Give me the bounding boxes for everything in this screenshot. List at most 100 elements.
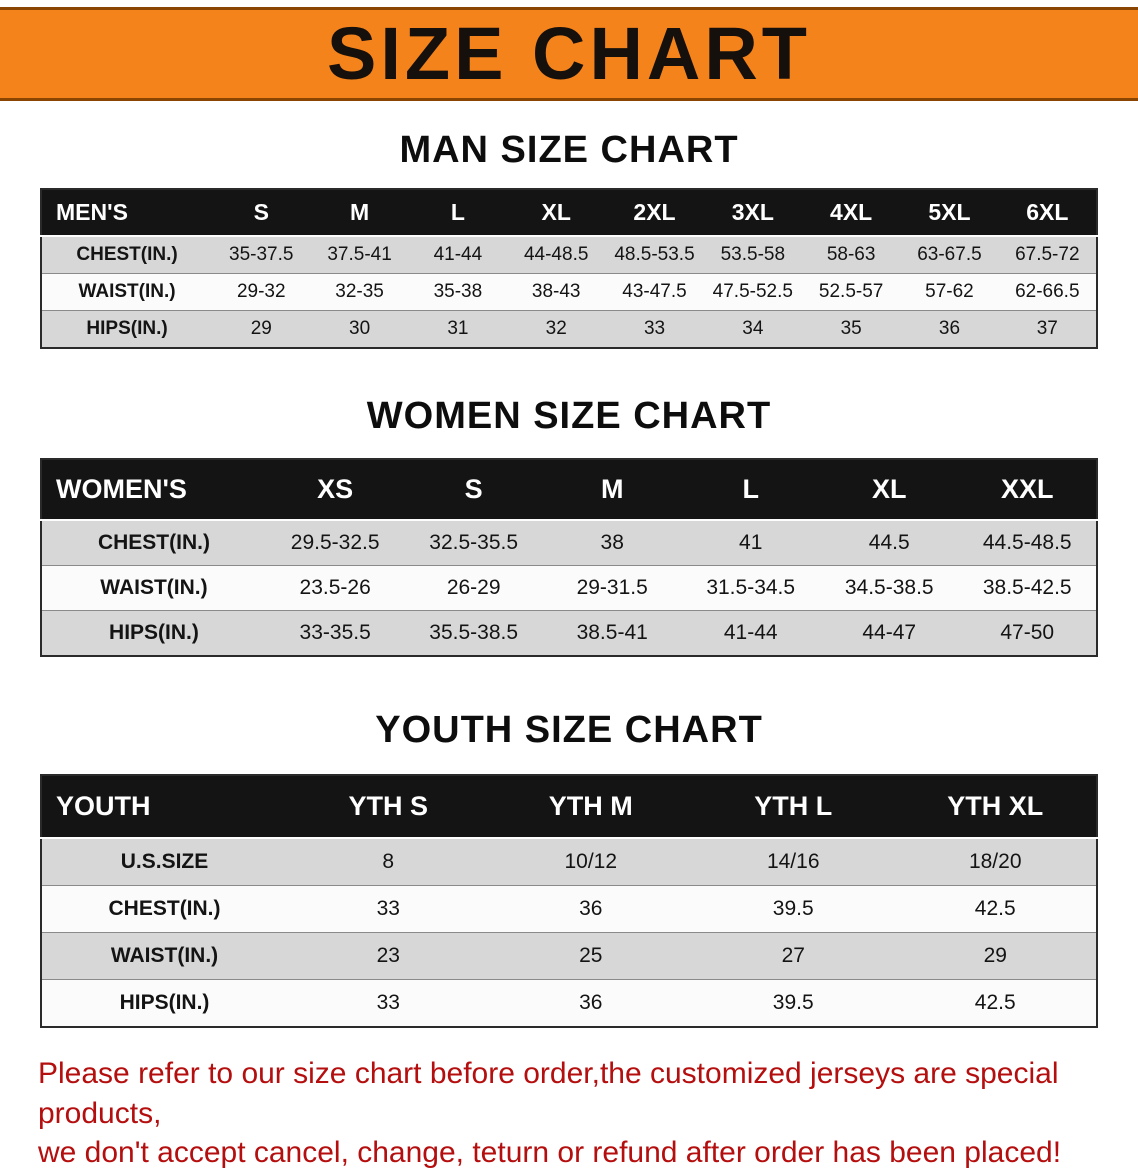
row-label: HIPS(IN.) <box>119 991 210 1014</box>
size-column-header: YTH L <box>692 775 895 839</box>
table-row: WAIST(IN.) 23.5-26 26-29 29-31.5 31.5-34.5 34… <box>41 565 1097 611</box>
table-row: CHEST(IN.) 29.5-32.5 32.5-35.5 38 41 44.5 44.5… <box>41 520 1097 566</box>
size-column-header: XXL <box>958 459 1097 521</box>
size-value-cell: 43-47.5 <box>622 281 687 302</box>
size-value-cell: 38.5-41 <box>576 621 648 644</box>
size-column-header: YTH M <box>489 775 692 839</box>
size-column-header: XL <box>507 189 606 237</box>
size-value-cell: 29.5-32.5 <box>290 531 380 554</box>
size-value-cell: 53.5-58 <box>720 244 786 265</box>
youth-size-chart-section: YOUTH SIZE CHART YOUTH YTH S YTH M YTH L YTH… <box>0 709 1138 1028</box>
table-row: HIPS(IN.) 33 36 39.5 42.5 <box>41 979 1097 1027</box>
size-value-cell: 33 <box>376 991 400 1014</box>
size-value-cell: 39.5 <box>772 897 814 920</box>
size-value-cell: 33 <box>376 897 400 920</box>
size-value-cell: 34 <box>742 318 764 339</box>
size-value-cell: 10/12 <box>564 850 618 873</box>
size-value-cell: 36 <box>579 991 603 1014</box>
mens-size-table: MEN'S S M L XL 2XL 3XL 4XL 5XL 6XL CHEST(IN.) 35-37… <box>40 188 1098 349</box>
women-size-chart-section: WOMEN SIZE CHART WOMEN'S XS S M L XL XXL CHEST(… <box>0 395 1138 657</box>
size-value-cell: 29 <box>983 944 1007 967</box>
size-value-cell: 35-37.5 <box>229 244 294 265</box>
size-value-cell: 47-50 <box>1000 621 1055 644</box>
size-value-cell: 41 <box>739 531 763 554</box>
size-value-cell: 8 <box>382 850 395 873</box>
table-row: CHEST(IN.) 35-37.5 37.5-41 41-44 44-48.5 48.5… <box>41 236 1097 274</box>
size-chart-title: SIZE CHART <box>327 12 811 95</box>
size-column-header: XL <box>819 459 959 521</box>
table-row: HIPS(IN.) 33-35.5 35.5-38.5 38.5-41 41-44 44-… <box>41 610 1097 656</box>
table-row: HIPS(IN.) 29 30 31 32 33 34 35 36 37 <box>41 310 1097 348</box>
size-value-cell: 47.5-52.5 <box>712 281 793 302</box>
size-value-cell: 62-66.5 <box>1015 281 1080 302</box>
row-label: CHEST(IN.) <box>76 244 178 265</box>
size-value-cell: 33 <box>643 318 666 339</box>
size-value-cell: 38.5-42.5 <box>982 576 1072 599</box>
size-value-cell: 25 <box>579 944 603 967</box>
size-value-cell: 52.5-57 <box>818 281 884 302</box>
size-value-cell: 37 <box>1036 318 1058 339</box>
size-value-cell: 41-44 <box>723 621 778 644</box>
size-column-header: 6XL <box>998 189 1097 237</box>
size-value-cell: 27 <box>781 944 805 967</box>
table-corner-label: WOMEN'S <box>41 459 266 521</box>
disclaimer-text: Please refer to our size chart before or… <box>38 1054 1100 1173</box>
size-column-header: 3XL <box>703 189 802 237</box>
table-header-row: YOUTH YTH S YTH M YTH L YTH XL <box>41 775 1097 839</box>
womens-size-table: WOMEN'S XS S M L XL XXL CHEST(IN.) 29.5-32.5 32.5… <box>40 458 1098 657</box>
size-column-header: S <box>212 189 311 237</box>
size-column-header: M <box>542 459 682 521</box>
disclaimer-line-2: we don't accept cancel, change, teturn o… <box>38 1136 1062 1170</box>
size-value-cell: 35-38 <box>433 281 483 302</box>
table-row: WAIST(IN.) 29-32 32-35 35-38 38-43 43-47.5 47.… <box>41 273 1097 311</box>
size-value-cell: 18/20 <box>968 850 1022 873</box>
row-label: WAIST(IN.) <box>100 576 208 599</box>
size-table: YOUTH YTH S YTH M YTH L YTH XL U.S.SIZE 8 10/12… <box>40 774 1098 1028</box>
size-value-cell: 44.5-48.5 <box>982 531 1072 554</box>
size-value-cell: 44-48.5 <box>523 244 589 265</box>
table-row: U.S.SIZE 8 10/12 14/16 18/20 <box>41 838 1097 886</box>
size-column-header: 5XL <box>900 189 999 237</box>
row-label: HIPS(IN.) <box>86 318 168 339</box>
size-value-cell: 39.5 <box>772 991 814 1014</box>
size-value-cell: 41-44 <box>433 244 483 265</box>
size-value-cell: 32-35 <box>335 281 384 302</box>
size-value-cell: 38 <box>600 531 624 554</box>
size-column-header: YTH XL <box>894 775 1097 839</box>
row-label: WAIST(IN.) <box>78 281 176 302</box>
size-value-cell: 35 <box>840 318 862 339</box>
size-table: MEN'S S M L XL 2XL 3XL 4XL 5XL 6XL CHEST(IN.) 35-37… <box>40 188 1098 349</box>
size-column-header: S <box>404 459 543 521</box>
table-row: CHEST(IN.) 33 36 39.5 42.5 <box>41 885 1097 933</box>
size-value-cell: 29-32 <box>236 281 286 302</box>
size-value-cell: 32.5-35.5 <box>429 531 519 554</box>
size-value-cell: 31.5-34.5 <box>706 576 796 599</box>
size-value-cell: 14/16 <box>766 850 820 873</box>
size-value-cell: 29-31.5 <box>576 576 648 599</box>
table-corner-label: MEN'S <box>41 189 213 237</box>
table-header-row: MEN'S S M L XL 2XL 3XL 4XL 5XL 6XL <box>41 189 1097 237</box>
row-label: WAIST(IN.) <box>110 944 219 967</box>
size-value-cell: 44-47 <box>862 621 917 644</box>
size-value-cell: 37.5-41 <box>327 244 392 265</box>
size-value-cell: 57-62 <box>925 281 974 302</box>
row-label: U.S.SIZE <box>120 850 209 873</box>
size-value-cell: 36 <box>579 897 603 920</box>
size-value-cell: 35.5-38.5 <box>429 621 519 644</box>
size-value-cell: 23 <box>376 944 400 967</box>
size-value-cell: 36 <box>938 318 961 339</box>
size-column-header: L <box>681 459 820 521</box>
size-value-cell: 42.5 <box>974 991 1016 1014</box>
man-section-heading: MAN SIZE CHART <box>399 129 739 171</box>
size-value-cell: 67.5-72 <box>1015 244 1080 265</box>
size-value-cell: 42.5 <box>974 897 1016 920</box>
size-column-header: 4XL <box>801 189 901 237</box>
table-corner-label: YOUTH <box>41 775 288 839</box>
size-value-cell: 30 <box>349 318 371 339</box>
size-column-header: M <box>310 189 409 237</box>
size-chart-banner: SIZE CHART <box>0 7 1138 101</box>
table-row: WAIST(IN.) 23 25 27 29 <box>41 932 1097 980</box>
size-value-cell: 32 <box>545 318 567 339</box>
man-size-chart-section: MAN SIZE CHART MEN'S S M L XL 2XL 3XL 4XL 5XL 6XL… <box>0 129 1138 349</box>
size-value-cell: 34.5-38.5 <box>844 576 934 599</box>
